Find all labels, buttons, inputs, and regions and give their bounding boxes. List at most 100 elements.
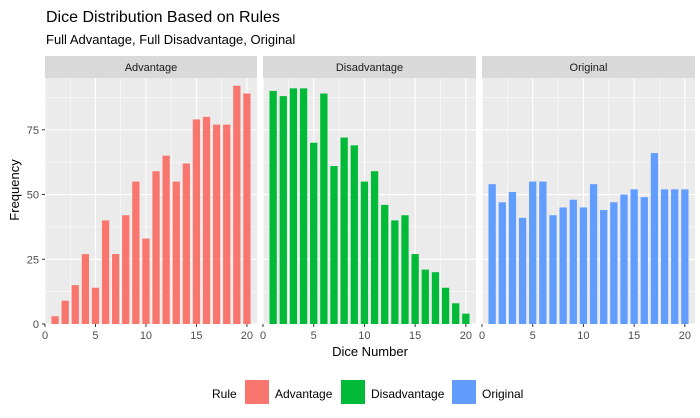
x-tick-label: 20	[241, 330, 253, 342]
panel-advantage: Advantage 0 5 10 15 20	[42, 56, 257, 342]
x-tick-label: 15	[190, 330, 202, 342]
bar-original-15	[630, 189, 638, 324]
strip-label-original: Original	[570, 62, 608, 74]
bar-advantage-17	[212, 124, 221, 324]
bar-advantage-16	[202, 116, 211, 324]
bar-advantage-5	[91, 287, 100, 324]
chart-subtitle: Full Advantage, Full Disadvantage, Origi…	[46, 32, 295, 47]
bar-original-4	[518, 217, 527, 324]
bar-advantage-11	[152, 171, 160, 324]
legend-title: Rule	[212, 387, 237, 401]
bar-original-8	[559, 207, 567, 324]
bar-disadvantage-7	[330, 166, 338, 324]
bar-advantage-8	[122, 215, 130, 324]
bar-disadvantage-18	[441, 287, 450, 324]
bar-disadvantage-13	[391, 220, 399, 324]
bar-original-16	[640, 197, 648, 324]
legend-key-disadvantage	[341, 380, 365, 404]
bar-original-11	[589, 184, 598, 324]
bar-original-19	[671, 189, 679, 324]
x-axis-title: Dice Number	[332, 344, 409, 359]
bar-original-20	[681, 189, 689, 324]
bar-original-9	[569, 199, 577, 324]
panel-disadvantage: Disadvantage 0 5 10 15 20	[260, 56, 476, 342]
bar-original-2	[498, 202, 506, 324]
y-tick-label: 0	[33, 319, 39, 331]
bar-original-14	[620, 194, 628, 324]
bar-original-10	[579, 207, 588, 324]
bar-advantage-15	[192, 119, 201, 324]
bar-original-12	[600, 210, 608, 324]
bar-disadvantage-14	[401, 215, 409, 324]
bar-disadvantage-8	[340, 137, 348, 324]
x-tick-label: 20	[460, 330, 472, 342]
panel-original: Original 0 5 10 15 20	[479, 56, 695, 342]
bar-disadvantage-12	[381, 204, 389, 324]
x-tick-label: 5	[92, 330, 98, 342]
legend-key-original	[452, 380, 476, 404]
bar-disadvantage-3	[289, 88, 298, 324]
bar-advantage-9	[132, 181, 140, 324]
strip-label-advantage: Advantage	[125, 62, 178, 74]
x-tick-label: 15	[409, 330, 421, 342]
x-tick-label: 0	[260, 330, 266, 342]
x-tick-label: 20	[679, 330, 691, 342]
bar-disadvantage-16	[421, 269, 429, 324]
legend-label-original: Original	[482, 387, 523, 401]
bar-advantage-12	[162, 155, 170, 324]
legend: Rule Advantage Disadvantage Original	[212, 380, 523, 404]
strip-disadvantage	[263, 56, 476, 78]
bar-disadvantage-17	[431, 272, 440, 324]
y-tick-label: 50	[27, 190, 39, 202]
y-tick-label: 25	[27, 254, 39, 266]
bar-advantage-4	[81, 254, 90, 324]
y-tick-label: 75	[27, 125, 39, 137]
bar-advantage-19	[233, 85, 241, 324]
x-tick-label: 10	[140, 330, 152, 342]
x-tick-label: 0	[479, 330, 485, 342]
x-tick-label: 15	[628, 330, 640, 342]
bar-original-5	[529, 181, 537, 324]
bar-disadvantage-9	[350, 145, 358, 324]
bar-disadvantage-19	[452, 303, 460, 324]
x-tick-label: 5	[311, 330, 317, 342]
bar-advantage-18	[223, 124, 231, 324]
x-tick-label: 10	[358, 330, 370, 342]
x-tick-label: 10	[577, 330, 589, 342]
chart-title: Dice Distribution Based on Rules	[46, 9, 280, 26]
y-axis-title: Frequency	[7, 159, 22, 221]
x-tick-label: 0	[42, 330, 48, 342]
bar-disadvantage-1	[269, 90, 277, 325]
bar-disadvantage-5	[310, 142, 318, 324]
bar-original-18	[660, 189, 669, 324]
bar-original-1	[488, 184, 496, 324]
bar-original-17	[650, 153, 659, 324]
bar-advantage-14	[182, 163, 190, 324]
bar-original-7	[549, 215, 557, 324]
strip-original	[482, 56, 695, 78]
bar-original-13	[610, 202, 618, 324]
bar-disadvantage-10	[360, 181, 369, 324]
bar-advantage-3	[71, 285, 79, 324]
legend-label-disadvantage: Disadvantage	[371, 387, 445, 401]
bar-advantage-6	[101, 220, 110, 324]
bar-disadvantage-11	[370, 171, 379, 324]
bar-advantage-10	[142, 238, 150, 324]
y-axis: 0 25 50 75	[27, 125, 45, 331]
strip-advantage	[45, 56, 257, 78]
strip-label-disadvantage: Disadvantage	[336, 62, 403, 74]
legend-key-advantage	[245, 380, 269, 404]
bar-disadvantage-4	[299, 88, 308, 324]
bar-advantage-2	[61, 300, 69, 324]
bar-original-3	[508, 191, 517, 324]
bar-disadvantage-15	[411, 254, 419, 324]
bar-disadvantage-6	[320, 93, 328, 325]
legend-label-advantage: Advantage	[275, 387, 333, 401]
bar-advantage-13	[172, 181, 180, 324]
bar-advantage-20	[243, 93, 251, 325]
bar-disadvantage-2	[279, 96, 287, 324]
bar-original-6	[539, 181, 547, 324]
x-tick-label: 5	[530, 330, 536, 342]
